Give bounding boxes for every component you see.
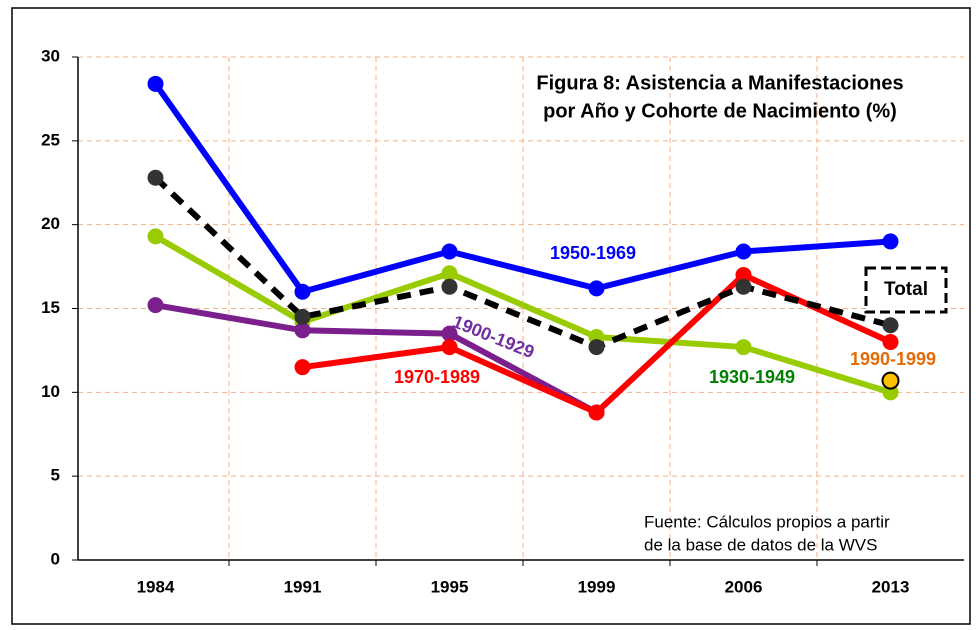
data-point — [882, 233, 899, 250]
y-tick-label: 25 — [41, 130, 60, 149]
frame — [11, 7, 971, 625]
data-point — [882, 334, 899, 351]
x-tick-label: 1995 — [431, 577, 469, 596]
data-point — [881, 371, 900, 390]
data-point — [588, 280, 605, 297]
y-tick-label: 0 — [51, 549, 60, 568]
data-point — [735, 339, 752, 356]
series-label: Total — [884, 279, 928, 300]
x-tick-label: 1984 — [137, 577, 175, 596]
chart-title: Figura 8: Asistencia a Manifestaciones — [536, 72, 903, 94]
source-note: de la base de datos de la WVS — [644, 535, 877, 554]
x-tick-label: 2013 — [872, 577, 910, 596]
source-note: Fuente: Cálculos propios a partir — [644, 512, 890, 531]
chart-title: por Año y Cohorte de Nacimiento (%) — [543, 100, 897, 122]
data-point — [735, 278, 752, 295]
data-point — [294, 283, 311, 300]
y-tick-label: 20 — [41, 214, 60, 233]
series-line — [153, 175, 892, 351]
x-tick-label: 1991 — [284, 577, 322, 596]
data-point — [441, 278, 458, 295]
series-label: 1970-1989 — [394, 367, 480, 387]
label-box — [864, 266, 948, 314]
data-point — [588, 339, 605, 356]
data-point — [294, 359, 311, 376]
data-point — [294, 308, 311, 325]
y-tick-label: 30 — [41, 46, 60, 65]
series-line — [153, 233, 892, 396]
y-tick-label: 10 — [41, 382, 60, 401]
data-point — [588, 404, 605, 421]
y-tick-label: 15 — [41, 298, 60, 317]
series-label: 1930-1949 — [709, 367, 795, 387]
data-point — [441, 325, 458, 342]
data-point — [147, 75, 164, 92]
series-label: 1990-1999 — [850, 349, 936, 369]
data-point — [147, 169, 164, 186]
series-line — [153, 82, 891, 295]
series-line — [154, 302, 598, 416]
data-point — [882, 317, 899, 334]
data-point — [735, 243, 752, 260]
y-tick-label: 5 — [51, 466, 60, 485]
x-tick-label: 1999 — [578, 577, 616, 596]
data-point — [294, 322, 311, 339]
data-point — [441, 339, 458, 356]
x-tick-label: 2006 — [725, 577, 763, 596]
data-point — [147, 228, 164, 245]
series-label: 1950-1969 — [550, 243, 636, 263]
data-point — [735, 266, 752, 283]
data-point — [441, 243, 458, 260]
data-point — [147, 297, 164, 314]
data-point — [441, 265, 458, 282]
